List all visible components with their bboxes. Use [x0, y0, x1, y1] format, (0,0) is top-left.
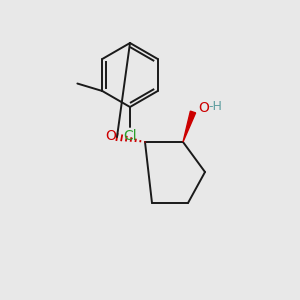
- Text: O: O: [106, 129, 116, 143]
- Text: O: O: [198, 101, 209, 115]
- Polygon shape: [183, 111, 196, 142]
- Text: Cl: Cl: [123, 129, 137, 143]
- Text: -H: -H: [208, 100, 222, 113]
